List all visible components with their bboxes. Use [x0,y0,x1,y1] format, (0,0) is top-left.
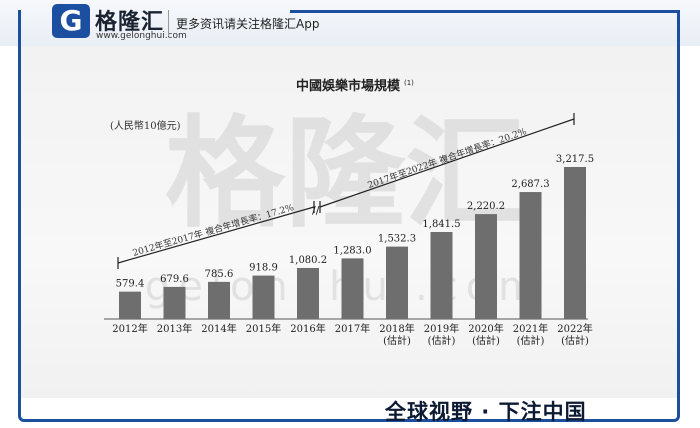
logo-letter: G [59,4,83,37]
x-tick-label: 2020年 [468,322,503,335]
watermark-chinese: 格隆汇 [165,105,525,244]
bar-2022年 [564,167,586,319]
gelonghui-logo[interactable]: G [52,4,90,38]
axis-break-icon: // [312,204,320,217]
chart-title: 中國娛樂市場規模 [296,78,401,94]
bar-value-label: 2,220.2 [467,201,505,212]
bar-value-label: 1,080.2 [289,255,327,266]
bar-2019年 [430,232,453,319]
bar-2015年 [252,275,275,319]
bar-value-label: 3,217.5 [556,154,594,165]
x-tick-note: (估計) [472,334,500,347]
x-tick-label: 2012年 [112,322,147,335]
bar-2020年 [475,214,497,319]
y-axis-unit-label: (人民幣10億元) [110,119,181,132]
logo-name: 格隆汇 [95,10,165,35]
x-tick-note: (估計) [383,334,411,347]
header-tagline: 更多资讯请关注格隆汇App [176,17,320,31]
x-tick-note: (估計) [428,334,456,347]
bar-value-label: 2,687.3 [511,179,549,190]
x-tick-label: 2022年 [557,322,592,335]
x-tick-label: 2014年 [201,322,236,335]
bar-2017年 [341,258,364,319]
cagr-line [319,118,575,208]
logo-url: www.gelonghui.com [96,31,187,41]
bar-2012年 [119,291,141,319]
x-tick-label: 2017年 [335,322,370,335]
watermark: 格隆汇gelonghui.com [145,105,537,310]
bar-value-label: 1,532.3 [378,234,416,245]
chart-marks: 中國娛樂市場規模 (1) (人民幣10億元) 579.4 2012年 679.6 2013年… [104,78,594,347]
x-tick-label: 2018年 [379,322,414,335]
cagr-line [117,206,315,264]
bar-value-label: 918.9 [249,263,278,274]
bar-value-label: 1,841.5 [422,219,460,230]
bar-2014年 [208,281,230,319]
x-tick-note: (估計) [561,334,589,347]
x-tick-label: 2013年 [157,322,192,335]
footer-slogan: 全球视野 · 下注中国 [385,400,587,424]
bar-value-label: 579.4 [116,279,145,290]
bar-2018年 [386,246,408,319]
bar-value-label: 785.6 [205,269,234,280]
bar-2016年 [297,267,319,319]
x-tick-label: 2021年 [513,322,548,335]
chart-title-note: (1) [404,79,414,87]
bar-2013年 [163,286,186,319]
x-tick-label: 2015年 [246,322,281,335]
bar-value-label: 679.6 [160,274,189,285]
header-bar: G 格隆汇 www.gelonghui.com 更多资讯请关注格隆汇App [0,0,700,46]
header-divider [168,10,169,36]
bar-2021年 [519,192,542,319]
x-tick-label: 2016年 [290,322,325,335]
x-tick-label: 2019年 [424,322,459,335]
bar-value-label: 1,283.0 [333,245,371,256]
x-tick-note: (估計) [517,334,545,347]
page-frame-top [290,10,680,13]
